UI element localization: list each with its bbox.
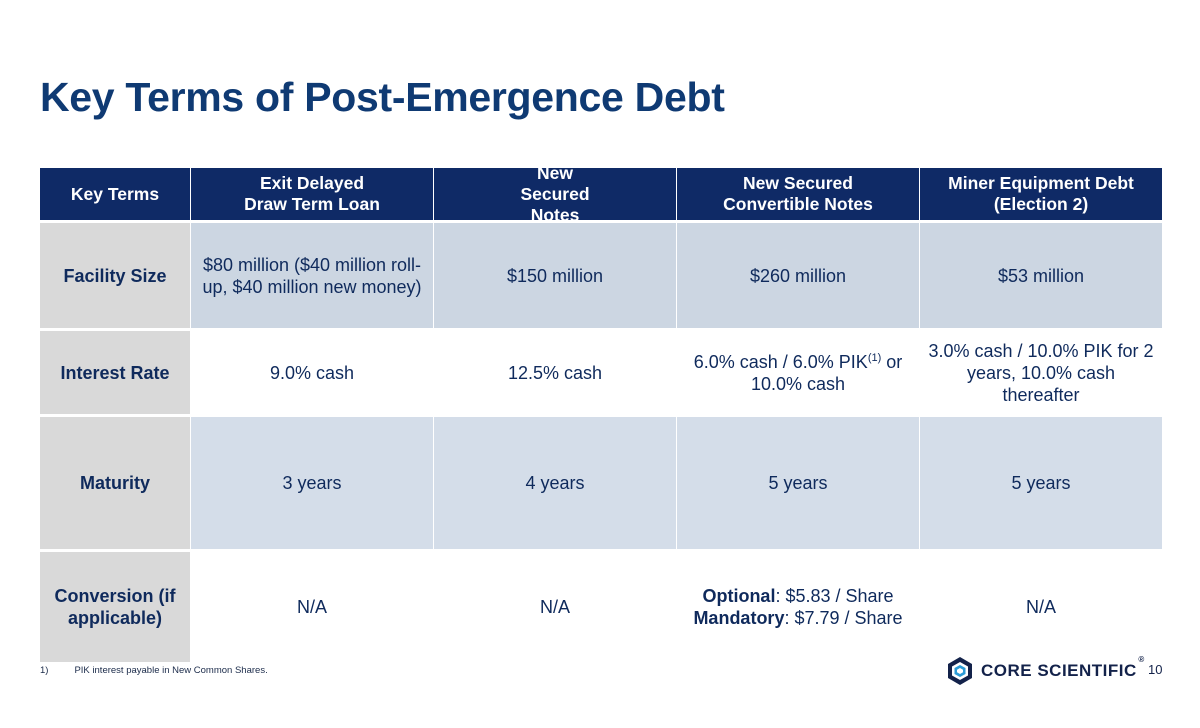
logo-text: CORE SCIENTIFIC ® bbox=[981, 655, 1145, 680]
core-scientific-logo: CORE SCIENTIFIC ® bbox=[945, 655, 1145, 686]
cell-maturity-convertible: 5 years bbox=[677, 417, 919, 549]
cell-maturity-secured: 4 years bbox=[434, 417, 676, 549]
cell-maturity-miner: 5 years bbox=[920, 417, 1162, 549]
hexagon-logo-icon bbox=[948, 657, 972, 685]
cell-maturity-exit: 3 years bbox=[191, 417, 433, 549]
header-miner-equipment-debt: Miner Equipment Debt (Election 2) bbox=[920, 168, 1162, 220]
row-label-facility-size: Facility Size bbox=[40, 223, 190, 328]
header-exit-delayed-draw: Exit Delayed Draw Term Loan bbox=[191, 168, 433, 220]
page-title: Key Terms of Post-Emergence Debt bbox=[40, 74, 725, 120]
key-terms-table: Key Terms Exit Delayed Draw Term Loan Ne… bbox=[40, 163, 1162, 662]
cell-facility-secured: $150 million bbox=[434, 223, 676, 328]
header-new-secured-notes: New Secured Notes bbox=[434, 163, 676, 225]
page-number: 10 bbox=[1148, 662, 1163, 677]
cell-conversion-convertible: Optional: $5.83 / Share Mandatory: $7.79… bbox=[677, 552, 919, 662]
row-label-interest-rate: Interest Rate bbox=[40, 331, 190, 414]
cell-facility-miner: $53 million bbox=[920, 223, 1162, 328]
conversion-mandatory: Mandatory: $7.79 / Share bbox=[693, 608, 903, 628]
footnote-ref: (1) bbox=[867, 351, 882, 364]
cell-interest-convertible: 6.0% cash / 6.0% PIK(1) or 10.0% cash bbox=[677, 331, 919, 414]
row-label-conversion: Conversion (if applicable) bbox=[40, 552, 190, 662]
header-new-secured-convertible: New Secured Convertible Notes bbox=[677, 168, 919, 220]
conversion-optional: Optional: $5.83 / Share bbox=[702, 586, 894, 606]
cell-conversion-secured: N/A bbox=[434, 552, 676, 662]
cell-facility-exit: $80 million ($40 million roll-up, $40 mi… bbox=[191, 223, 433, 328]
cell-interest-miner: 3.0% cash / 10.0% PIK for 2 years, 10.0%… bbox=[920, 331, 1162, 414]
cell-interest-secured: 12.5% cash bbox=[434, 331, 676, 414]
interest-convertible-text: 6.0% cash / 6.0% PIK(1) or 10.0% cash bbox=[693, 351, 903, 394]
row-label-maturity: Maturity bbox=[40, 417, 190, 549]
footnote-text: PIK interest payable in New Common Share… bbox=[74, 665, 268, 676]
cell-facility-convertible: $260 million bbox=[677, 223, 919, 328]
header-key-terms: Key Terms bbox=[40, 168, 190, 220]
cell-conversion-miner: N/A bbox=[920, 552, 1162, 662]
cell-interest-exit: 9.0% cash bbox=[191, 331, 433, 414]
cell-conversion-exit: N/A bbox=[191, 552, 433, 662]
footnote-marker: 1) bbox=[40, 665, 49, 676]
footnote: 1) PIK interest payable in New Common Sh… bbox=[40, 665, 268, 676]
